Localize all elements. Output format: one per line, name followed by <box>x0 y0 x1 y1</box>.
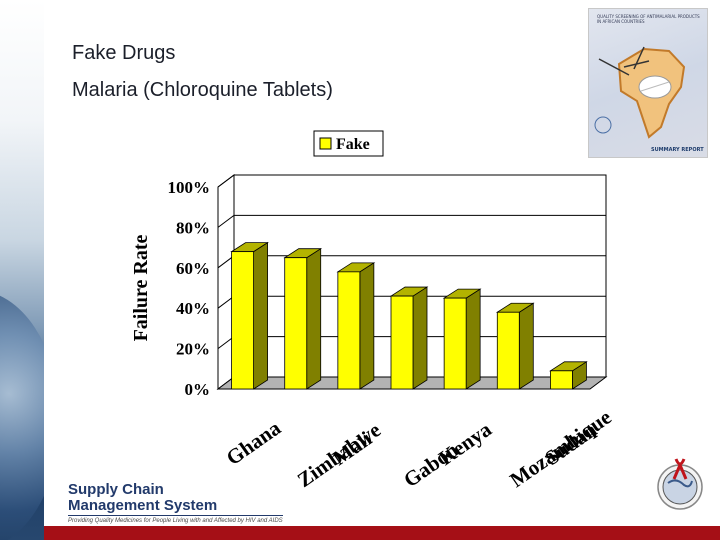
bar-side <box>306 247 322 390</box>
y-tick-label: 100% <box>168 178 211 197</box>
bar-side <box>359 262 375 390</box>
bar <box>496 311 520 390</box>
y-tick-label: 60% <box>176 259 210 278</box>
y-tick-label: 0% <box>185 380 211 399</box>
africa-map-icon <box>594 46 686 139</box>
legend-swatch <box>319 137 332 150</box>
x-category-label: Ghana <box>222 415 286 470</box>
slide-subtitle: Malaria (Chloroquine Tablets) <box>72 79 333 101</box>
legend-label: Fake <box>336 136 370 153</box>
slide-title: Fake Drugs <box>72 42 176 64</box>
logo-tagline: Providing Quality Medicines for People L… <box>68 518 283 524</box>
bar-side <box>465 288 481 390</box>
logo-line1: Supply Chain <box>68 481 164 498</box>
y-tick-label: 20% <box>176 340 210 359</box>
y-tick-label: 40% <box>176 299 210 318</box>
globe-ribbon-emblem-icon <box>657 458 703 510</box>
decorative-globe-strip <box>0 0 44 540</box>
gridline <box>217 174 606 188</box>
bar-side <box>518 302 534 390</box>
x-category-label: Kenya <box>434 417 496 470</box>
cover-title: QUALITY SCREENING OF ANTIMALARIAL PRODUC… <box>597 14 700 24</box>
bar <box>284 257 308 390</box>
gridline <box>217 214 606 228</box>
bar <box>550 370 573 390</box>
bar <box>337 271 361 390</box>
bar <box>390 295 414 390</box>
y-axis-title: Failure Rate <box>130 234 152 341</box>
bar-side <box>253 241 268 390</box>
bar <box>231 251 254 390</box>
y-tick-label: 80% <box>176 218 210 237</box>
bar <box>443 297 467 390</box>
bar-side <box>412 286 428 390</box>
logo-line2: Management System <box>68 497 218 514</box>
report-cover-image: QUALITY SCREENING OF ANTIMALARIAL PRODUC… <box>588 8 708 158</box>
cover-report-label: SUMMARY REPORT <box>651 147 704 153</box>
logo-rule <box>68 515 283 516</box>
bottom-accent-bar <box>44 526 720 540</box>
